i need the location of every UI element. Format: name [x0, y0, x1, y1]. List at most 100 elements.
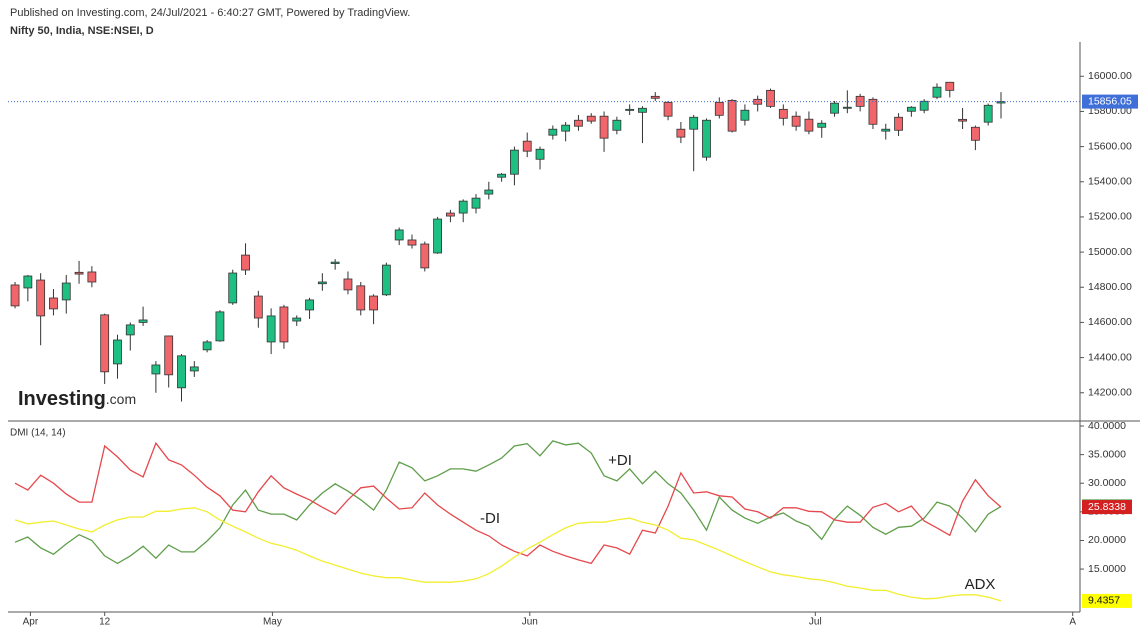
last-value-label: 9.4357	[1088, 595, 1120, 607]
candle-body	[407, 239, 417, 246]
series-annotation: +DI	[608, 452, 632, 469]
candle-body	[189, 366, 199, 372]
candle-body	[10, 284, 20, 307]
y-tick-label: 35.0000	[1088, 448, 1126, 460]
candle-body	[983, 104, 993, 123]
candle-body	[510, 149, 519, 175]
candle-body	[343, 278, 353, 291]
candle-body	[125, 324, 135, 336]
candle-body	[958, 118, 967, 122]
x-tick-label: Jul	[809, 617, 822, 628]
candle-body	[727, 99, 737, 132]
y-tick-label: 14200.00	[1088, 387, 1132, 399]
candle-body	[61, 282, 71, 301]
source-note: Published on Investing.com, 24/Jul/2021 …	[10, 7, 410, 19]
candle-body	[164, 335, 174, 376]
x-tick-label: Apr	[23, 617, 39, 628]
candle-body	[996, 101, 1006, 104]
y-tick-label: 15200.00	[1088, 211, 1132, 223]
candle-body	[702, 119, 711, 158]
candle-body	[420, 243, 430, 269]
series-annotation: -DI	[480, 510, 500, 527]
candle-body	[23, 275, 33, 289]
candle-body	[561, 124, 571, 132]
candle-body	[36, 279, 46, 317]
last-value-box	[1082, 500, 1132, 515]
candle-body	[471, 197, 481, 209]
candle-body	[650, 95, 660, 99]
y-tick-label: 15000.00	[1088, 246, 1132, 258]
candle-body	[625, 108, 635, 111]
candle-body	[330, 261, 340, 264]
candle-body	[689, 116, 699, 130]
candle-body	[433, 218, 442, 254]
candle-body	[535, 148, 545, 160]
candle-body	[202, 341, 212, 351]
last-value-label: 25.8338	[1088, 501, 1126, 513]
candle-body	[714, 101, 724, 116]
dmi-line	[14, 440, 1002, 565]
candle-body	[663, 101, 673, 117]
candle-body	[894, 116, 903, 131]
candle-body	[676, 128, 686, 138]
candle-body	[215, 311, 225, 342]
y-tick-label: 16000.00	[1088, 70, 1132, 82]
candle-body	[932, 86, 942, 98]
candle-body	[381, 264, 391, 296]
candle-body	[113, 339, 122, 365]
candle-body	[766, 89, 775, 107]
y-tick-label: 15400.00	[1088, 176, 1132, 188]
dmi-title: DMI (14, 14)	[10, 428, 66, 439]
last-price-label: 15856.05	[1088, 95, 1132, 107]
candle-body	[458, 200, 468, 214]
candle-body	[266, 315, 276, 343]
candle-body	[842, 106, 852, 109]
candle-body	[522, 140, 532, 152]
candle-body	[87, 271, 97, 283]
candle-body	[484, 189, 494, 195]
candle-body	[305, 299, 314, 311]
candle-body	[740, 109, 750, 121]
y-tick-label: 40.0000	[1088, 420, 1126, 432]
logo: Investing.com	[18, 388, 136, 410]
x-tick-label: May	[263, 617, 282, 628]
last-value-box	[1082, 593, 1132, 608]
last-price-box	[1082, 94, 1138, 109]
candle-body	[497, 173, 507, 178]
dmi-line	[14, 441, 1002, 565]
candle-body	[228, 272, 238, 304]
candle-body	[586, 115, 596, 122]
candle-body	[100, 314, 110, 373]
candle-body	[177, 355, 186, 389]
candle-body	[970, 126, 980, 141]
candle-body	[49, 297, 58, 310]
candle-body	[356, 285, 366, 311]
y-tick-label: 20.0000	[1088, 534, 1126, 546]
candle-body	[138, 319, 148, 323]
y-tick-label: 15.0000	[1088, 563, 1126, 575]
y-tick-label: 14600.00	[1088, 316, 1132, 328]
candle-body	[638, 107, 647, 113]
candle-body	[791, 115, 801, 127]
candle-body	[394, 229, 404, 241]
candle-body	[369, 295, 378, 311]
candle-body	[548, 128, 558, 136]
candle-body	[241, 254, 250, 271]
candle-body	[830, 102, 839, 114]
candle-body	[919, 100, 929, 111]
candle-body	[906, 106, 916, 112]
candle-body	[817, 122, 827, 128]
dmi-line	[14, 507, 1002, 602]
candle-body	[778, 108, 788, 119]
candle-body	[753, 98, 763, 105]
candle-body	[317, 281, 327, 285]
candle-body	[151, 364, 161, 375]
x-tick-label: A	[1069, 617, 1076, 628]
y-tick-label: 14800.00	[1088, 281, 1132, 293]
x-tick-label: 12	[99, 617, 111, 628]
x-tick-label: Jun	[522, 617, 538, 628]
y-tick-label: 14400.00	[1088, 351, 1132, 363]
candle-body	[612, 119, 622, 131]
candle-body	[599, 115, 609, 139]
